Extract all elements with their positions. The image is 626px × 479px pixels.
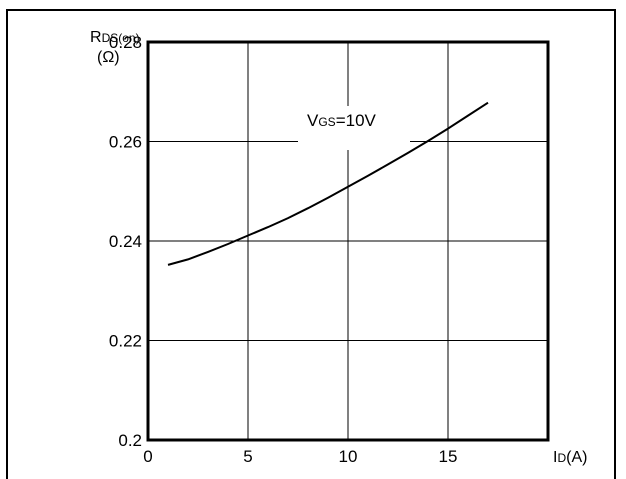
x-tick-label: 15 [439,447,458,466]
x-axis-ticks: 0 5 10 15 [143,447,457,466]
annotation-main: V [307,111,319,130]
annotation-sub: GS [318,115,335,129]
annotation-rest: =10V [336,111,377,130]
plot-area [146,40,550,442]
y-axis-ticks: 0.2 0.22 0.24 0.26 0.28 [109,33,142,450]
x-axis-label: ID(A) [553,449,587,466]
y-tick-label: 0.24 [109,232,142,251]
x-tick-label: 10 [339,447,358,466]
y-axis-unit: (Ω) [97,49,120,66]
chart-frame [6,9,616,479]
y-axis-label-main: R [90,29,102,46]
y-tick-label: 0.28 [109,33,142,52]
x-axis-label-main: I [553,449,557,466]
y-tick-label: 0.26 [109,133,142,152]
y-tick-label: 0.2 [118,431,142,450]
y-axis-label: RDS(on) [90,29,140,46]
annotation-background [298,106,410,150]
x-tick-label: 5 [243,447,252,466]
vgs-annotation: VGS=10V [307,111,377,130]
x-axis-label-sub: D [557,451,566,465]
x-tick-label: 0 [143,447,152,466]
x-axis-label-unit: (A) [566,449,587,466]
y-tick-label: 0.22 [109,332,142,351]
chart-grid [148,41,548,440]
y-axis-label-sub: DS(on) [102,31,140,45]
series-line [167,101,489,266]
